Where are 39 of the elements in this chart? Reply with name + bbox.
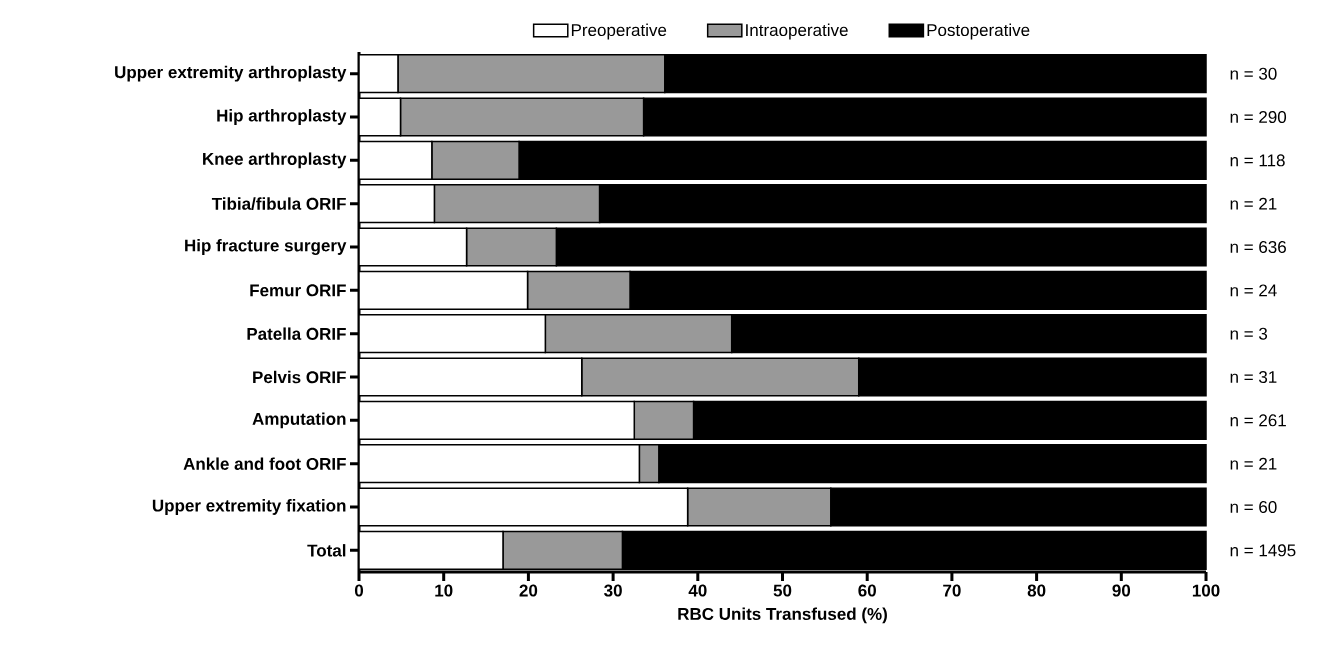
y-tick-label: Tibia/fibula ORIF bbox=[211, 197, 346, 210]
y-tick-label: Upper extremity arthroplasty bbox=[115, 65, 347, 82]
x-tick-label: 90 bbox=[1112, 584, 1131, 597]
text: n = 30 bbox=[1230, 67, 1277, 80]
x-axis-title: RBC Units Transfused (%) bbox=[678, 607, 887, 624]
y-tick-label: Amputation bbox=[252, 412, 346, 429]
text: n = 21 bbox=[1230, 197, 1277, 210]
x-tick-label: 100 bbox=[1192, 584, 1220, 597]
text: n = 31 bbox=[1230, 370, 1277, 384]
text: n = 21 bbox=[1230, 457, 1277, 470]
y-tick-label: Total bbox=[307, 544, 346, 557]
legend-label: Preoperative bbox=[571, 23, 667, 40]
text: n = 60 bbox=[1230, 500, 1277, 514]
x-tick-label: 30 bbox=[604, 584, 622, 597]
y-tick-label: Hip arthroplasty bbox=[217, 109, 347, 125]
x-tick-label: 20 bbox=[519, 584, 538, 597]
y-tick-label: Knee arthroplasty bbox=[203, 152, 347, 169]
text: n = 3 bbox=[1230, 327, 1268, 340]
x-tick-label: 0 bbox=[354, 584, 364, 597]
y-tick-label: Pelvis ORIF bbox=[253, 370, 346, 384]
x-tick-label: 10 bbox=[435, 584, 453, 597]
y-tick-label: Upper extremity fixation bbox=[152, 499, 346, 515]
text: n = 636 bbox=[1230, 240, 1286, 254]
y-tick-label: Ankle and foot ORIF bbox=[183, 457, 346, 470]
y-tick-label: Patella ORIF bbox=[247, 327, 346, 340]
x-tick-label: 40 bbox=[688, 584, 707, 597]
legend-label: Postoperative bbox=[927, 23, 1030, 40]
text: n = 118 bbox=[1230, 154, 1285, 167]
text: n = 1495 bbox=[1230, 544, 1296, 557]
y-tick-label: Hip fracture surgery bbox=[185, 239, 347, 255]
text: n = 24 bbox=[1230, 284, 1277, 297]
x-tick-label: 60 bbox=[858, 584, 876, 597]
text: n = 261 bbox=[1230, 414, 1286, 427]
legend-label: Intraoperative bbox=[746, 23, 848, 40]
text: n = 290 bbox=[1230, 110, 1287, 124]
x-tick-label: 50 bbox=[773, 584, 792, 597]
x-tick-label: 70 bbox=[943, 584, 961, 597]
x-tick-label: 80 bbox=[1027, 584, 1046, 597]
y-tick-label: Femur ORIF bbox=[250, 284, 346, 297]
